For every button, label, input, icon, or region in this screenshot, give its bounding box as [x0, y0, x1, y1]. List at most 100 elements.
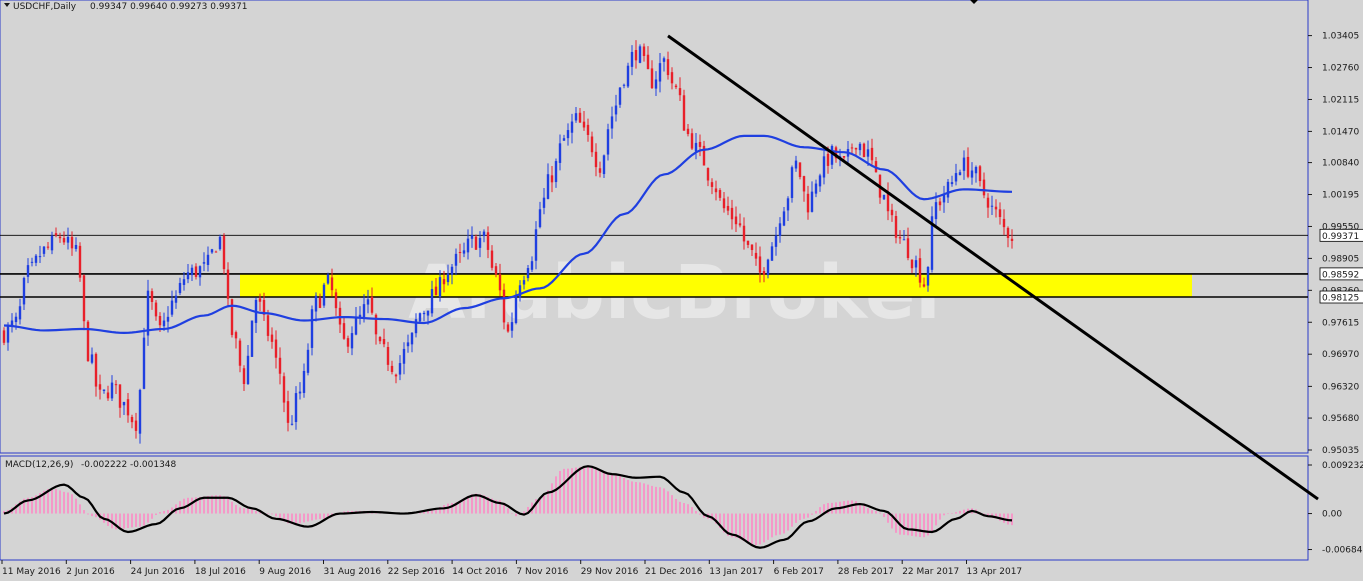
candle-92	[370, 287, 374, 315]
time-label-11: 13 Jan 2017	[709, 567, 763, 577]
candle-body	[374, 314, 378, 335]
candle-body	[442, 279, 446, 285]
candle-body	[598, 168, 602, 173]
candle-64	[258, 293, 262, 312]
scroll-marker-icon[interactable]	[970, 0, 978, 4]
macd-bar-233	[935, 513, 937, 526]
candle-145	[582, 111, 586, 131]
candle-body	[382, 339, 386, 345]
candle-body	[930, 216, 934, 270]
macd-bar-23	[95, 513, 97, 518]
candle-body	[494, 266, 498, 275]
candle-163	[654, 71, 658, 96]
time-label-5: 31 Aug 2016	[324, 567, 382, 577]
macd-bar-186	[747, 513, 749, 544]
trendline-layer[interactable]	[667, 34, 1319, 501]
macd-bar-156	[627, 479, 629, 514]
macd-bar-19	[79, 504, 81, 514]
candle-61	[246, 344, 250, 385]
candle-22	[90, 347, 94, 365]
macd-bar-203	[815, 510, 817, 514]
candle-body	[730, 207, 734, 220]
candle-body	[726, 205, 730, 211]
price-tag-1: 0.98592	[1322, 270, 1359, 280]
time-label-10: 21 Dec 2016	[645, 567, 703, 577]
candle-body	[406, 342, 410, 347]
candle-body	[274, 339, 278, 358]
candle-body	[870, 147, 874, 161]
macd-bar-237	[951, 513, 953, 514]
candle-body	[694, 142, 698, 152]
candle-111	[446, 264, 450, 286]
candle-171	[686, 124, 690, 137]
candle-139	[558, 134, 562, 171]
macd-bar-150	[603, 472, 605, 514]
candle-21	[86, 320, 90, 362]
macd-tick-label-2: -0.006842	[1322, 546, 1363, 556]
candle-228	[914, 255, 918, 277]
candle-body	[102, 389, 106, 391]
candle-body	[366, 299, 370, 305]
candle-227	[910, 259, 914, 274]
macd-bar-167	[671, 495, 673, 514]
macd-bar-179	[719, 513, 721, 529]
candle-158	[634, 40, 638, 69]
candle-204	[818, 173, 822, 192]
candle-196	[786, 196, 790, 221]
candle-body	[166, 316, 170, 322]
macd-bar-188	[755, 513, 757, 546]
candle-body	[202, 262, 206, 264]
macd-bar-20	[83, 510, 85, 514]
candle-body	[742, 225, 746, 242]
candle-body	[786, 198, 790, 211]
macd-bar-55	[223, 496, 225, 514]
time-label-3: 18 Jul 2016	[195, 567, 246, 577]
candle-96	[386, 341, 390, 371]
candle-body	[998, 209, 1002, 218]
candle-body	[170, 300, 174, 315]
macd-bar-219	[879, 512, 881, 514]
macd-bar-184	[739, 513, 741, 540]
candle-body	[10, 320, 14, 326]
candle-body	[430, 289, 434, 314]
candle-body	[426, 310, 430, 316]
macd-bar-138	[555, 476, 557, 514]
macd-bar-35	[143, 513, 145, 526]
candle-body	[86, 321, 90, 362]
macd-bar-183	[735, 513, 737, 538]
candle-114	[458, 243, 462, 263]
macd-bar-39	[159, 512, 161, 514]
macd-bar-239	[959, 510, 961, 514]
candle-94	[378, 336, 382, 345]
candle-body	[954, 173, 958, 182]
macd-bar-158	[635, 481, 637, 514]
candle-body	[642, 46, 646, 56]
collapse-triangle-icon[interactable]	[4, 3, 10, 7]
candle-body	[766, 259, 770, 276]
candle-body	[862, 143, 866, 158]
candle-143	[574, 106, 578, 123]
candle-173	[694, 133, 698, 160]
price-pane[interactable]	[0, 0, 1309, 454]
macd-pane[interactable]	[0, 455, 1309, 561]
macd-bar-80	[323, 513, 325, 519]
candle-body	[574, 113, 578, 121]
price-tick-label-6: 0.99550	[1322, 222, 1359, 232]
candle-207	[830, 144, 834, 169]
candle-148	[594, 143, 598, 177]
macd-bar-107	[431, 510, 433, 514]
candle-99	[398, 355, 402, 381]
candle-body	[806, 193, 810, 213]
candle-body	[238, 340, 242, 366]
macd-bar-0	[3, 510, 5, 514]
candle-135	[542, 187, 546, 215]
candle-body	[490, 250, 494, 268]
candle-body	[310, 309, 314, 348]
candle-body	[986, 197, 990, 208]
candle-72	[290, 415, 294, 426]
macd-bar-16	[67, 492, 69, 514]
macd-bar-196	[787, 513, 789, 531]
macd-bar-182	[731, 513, 733, 538]
macd-bar-212	[851, 500, 853, 514]
